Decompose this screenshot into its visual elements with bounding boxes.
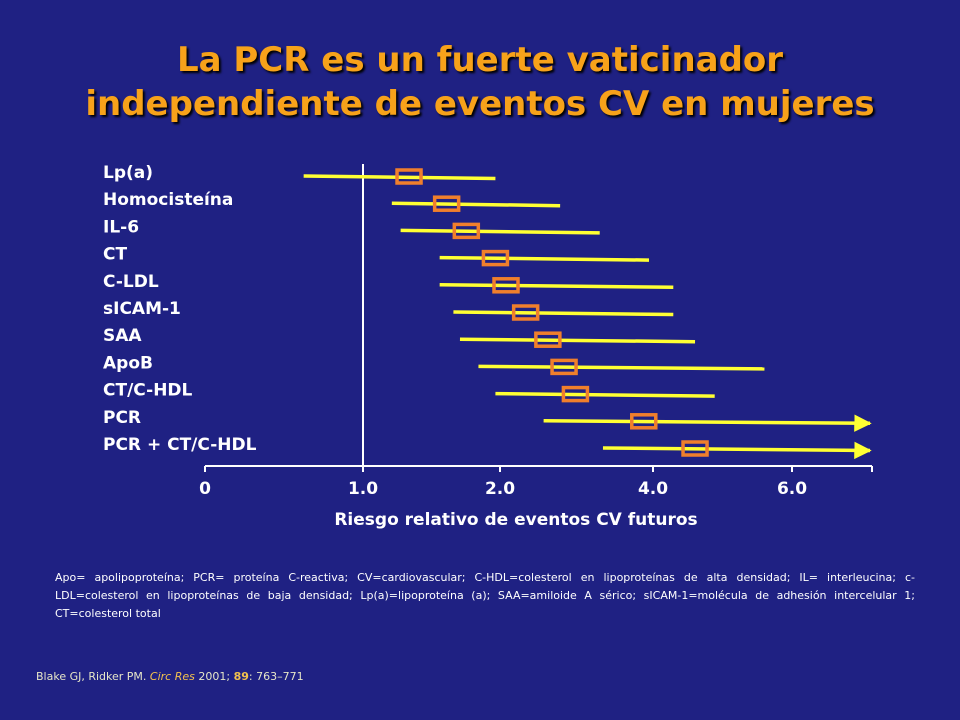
point-estimate-box xyxy=(561,385,590,403)
category-label: CT/C-HDL xyxy=(103,381,193,401)
x-axis-title: Riesgo relativo de eventos CV futuros xyxy=(334,510,697,530)
category-label: IL-6 xyxy=(103,217,139,237)
ci-line xyxy=(439,283,674,290)
category-label: Lp(a) xyxy=(103,163,153,183)
point-estimate-box xyxy=(492,277,520,294)
ci-line xyxy=(478,364,765,371)
title-line-2: independiente de eventos CV en mujeres xyxy=(85,84,875,124)
x-tick-label: 1.0 xyxy=(348,479,378,499)
ci-line xyxy=(400,228,600,235)
ci-line xyxy=(391,201,561,208)
category-label: PCR + CT/C-HDL xyxy=(103,435,257,455)
category-label: SAA xyxy=(103,326,142,346)
citation-volume: 89 xyxy=(233,670,249,683)
title-line-1: La PCR es un fuerte vaticinador xyxy=(176,40,784,80)
ci-line-open-ended xyxy=(543,414,872,432)
point-estimate-box xyxy=(534,331,562,348)
citation: Blake GJ, Ridker PM. Circ Res 2001; 89: … xyxy=(36,670,304,683)
ci-line xyxy=(439,255,650,262)
category-label: CT xyxy=(103,245,127,265)
ci-line xyxy=(303,174,496,181)
point-estimate-markers xyxy=(395,168,709,457)
citation-journal: Circ Res xyxy=(149,670,195,683)
point-estimate-box xyxy=(550,358,578,376)
slide-title: La PCR es un fuerte vaticinador independ… xyxy=(0,38,960,126)
citation-year: 2001; xyxy=(198,670,231,683)
point-estimate-box xyxy=(395,168,423,185)
category-labels: Lp(a) Homocisteína IL-6 CT C-LDL sICAM-1 SAA Ap… xyxy=(103,163,257,455)
point-estimate-box xyxy=(511,304,540,321)
ci-line xyxy=(459,337,696,344)
category-label: Homocisteína xyxy=(103,190,233,210)
ci-line xyxy=(495,391,715,398)
point-estimate-box xyxy=(481,249,510,267)
category-label: sICAM-1 xyxy=(103,299,181,319)
ci-line xyxy=(453,310,674,317)
point-estimate-box xyxy=(630,413,658,430)
point-estimate-box xyxy=(681,440,709,457)
x-tick-label: 6.0 xyxy=(777,479,807,499)
ci-line-open-ended xyxy=(602,441,872,460)
citation-authors: Blake GJ, Ridker PM. xyxy=(36,670,147,683)
x-axis: 0 1.0 2.0 4.0 6.0 xyxy=(199,465,873,499)
x-tick-label: 0 xyxy=(199,479,211,499)
x-tick-label: 4.0 xyxy=(638,479,668,499)
x-tick-label: 2.0 xyxy=(485,479,515,499)
confidence-intervals xyxy=(303,174,872,460)
abbreviations-footnote: Apo= apolipoproteína; PCR= proteína C-re… xyxy=(55,571,915,620)
category-label: C-LDL xyxy=(103,272,159,292)
point-estimate-box xyxy=(452,222,481,240)
point-estimate-box xyxy=(432,195,461,212)
citation-pages: : 763–771 xyxy=(248,670,304,683)
category-label: ApoB xyxy=(103,353,153,373)
category-label: PCR xyxy=(103,408,141,428)
